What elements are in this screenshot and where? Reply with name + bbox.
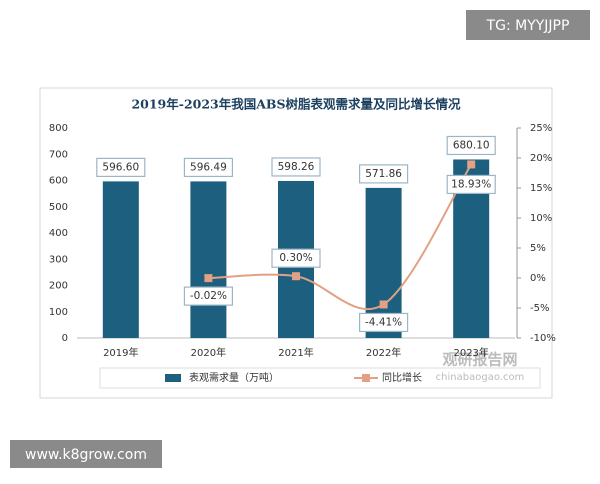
data-label: -4.41% [365,316,402,328]
data-label-box [271,157,321,177]
y2-tick-label: 25% [530,123,552,134]
data-label-box [96,157,146,177]
y2-tick-label: 5% [530,243,546,254]
legend-box [99,367,541,389]
y2-tick-label: 0% [530,273,546,284]
watermark-text: TG: MYYJJPP [486,18,570,34]
line-marker [292,272,300,281]
y2-tick-label: 10% [530,213,552,224]
x-tick-label: 2023年 [453,346,488,359]
y2-tick-label: -10% [530,333,556,344]
data-label-box [446,174,496,195]
legend-swatch [362,374,370,382]
y-tick-label: 500 [49,202,68,213]
y-tick-label: 0 [62,333,68,344]
data-label: 598.26 [278,161,315,173]
line-marker [379,300,388,309]
data-label: 18.93% [451,178,491,190]
legend-label: 表观需求量（万吨） [189,371,279,384]
watermark-brand: 观研报告网 [442,351,517,369]
line [208,163,473,311]
data-label: 596.49 [190,161,227,173]
data-label-box [183,286,233,306]
x-tick-label: 2022年 [366,346,401,359]
y-tick-label: 400 [49,228,68,239]
data-label: 571.86 [365,168,402,180]
y-tick-label: 200 [49,281,68,292]
data-label-box [183,157,233,178]
data-label-box [446,135,496,156]
y2-tick-label: 15% [530,183,552,194]
x-tick-label: 2020年 [191,346,226,359]
x-tick-label: 2021年 [278,346,313,359]
watermark-site: chinabaogao.com [436,372,525,383]
y-tick-label: 700 [49,149,68,160]
y-tick-label: 100 [49,307,68,318]
legend-swatch [165,374,181,382]
data-label-box [359,312,409,333]
bar [190,181,227,338]
data-label-box [271,248,321,268]
watermark-box [466,10,590,40]
data-label: 0.30% [279,252,312,264]
legend-label: 同比增长 [382,371,422,384]
line-marker [204,274,213,283]
data-label: 596.60 [102,161,139,173]
data-label: 680.10 [453,139,490,151]
y-tick-label: 300 [49,254,68,265]
data-label-box [359,164,409,184]
y-tick-label: 800 [49,123,68,134]
data-label: -0.02% [190,290,227,302]
watermark-box [10,440,162,468]
bar [102,181,139,338]
y-tick-label: 600 [49,176,68,187]
y2-tick-label: -5% [530,303,549,314]
x-tick-label: 2019年 [103,346,138,359]
line-marker [467,160,476,169]
y2-tick-label: 20% [530,153,552,164]
chart-title: 2019年-2023年我国ABS树脂表观需求量及同比增长情况 [131,97,461,112]
watermark-text: www.k8grow.com [25,447,147,463]
